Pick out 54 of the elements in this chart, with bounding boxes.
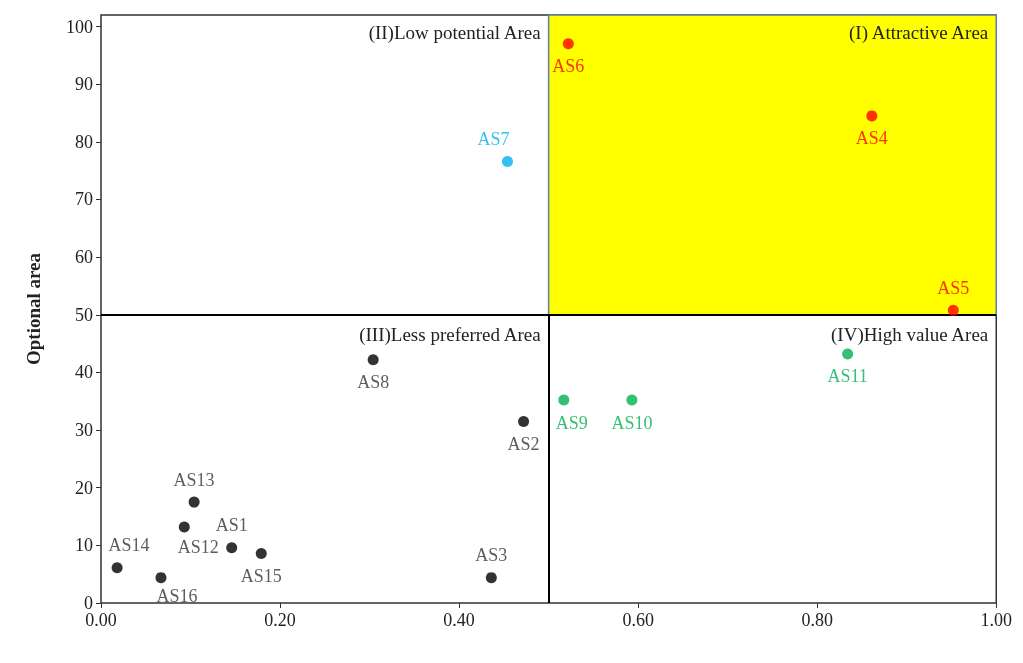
point bbox=[485, 572, 497, 584]
point bbox=[562, 38, 574, 50]
y-tick-label: 0 bbox=[84, 593, 93, 613]
x-tick-label: 1.00 bbox=[980, 610, 1012, 630]
data-label: AS16 bbox=[156, 586, 198, 607]
point bbox=[558, 394, 570, 406]
x-tick-label: 0.40 bbox=[443, 610, 475, 630]
y-tick-label: 100 bbox=[66, 16, 93, 37]
y-tick-label: 60 bbox=[75, 247, 93, 268]
point bbox=[367, 354, 379, 366]
data-label: AS12 bbox=[177, 537, 219, 558]
x-tick-label: 0.80 bbox=[801, 610, 833, 630]
data-label: AS5 bbox=[937, 277, 970, 298]
annotation: (I) Attractive Area bbox=[848, 22, 989, 44]
y-tick-label: 10 bbox=[75, 535, 93, 556]
point bbox=[226, 542, 238, 554]
data-label: AS7 bbox=[477, 128, 510, 149]
x-tick-label: 0.00 bbox=[85, 610, 117, 630]
data-label: AS13 bbox=[173, 469, 215, 490]
annotation: (IV)High value Area bbox=[831, 323, 989, 346]
data-label: AS11 bbox=[827, 366, 868, 387]
data-label: AS15 bbox=[240, 565, 282, 586]
point bbox=[842, 348, 854, 360]
data-label: AS14 bbox=[108, 535, 150, 556]
data-label: AS6 bbox=[552, 56, 585, 77]
point bbox=[501, 155, 513, 167]
point bbox=[188, 496, 200, 508]
data-label: AS10 bbox=[611, 412, 653, 433]
point bbox=[866, 110, 878, 122]
point bbox=[626, 394, 638, 406]
data-label: AS1 bbox=[215, 515, 248, 536]
y-tick-label: 80 bbox=[75, 131, 93, 152]
y-axis-title: Optional area bbox=[23, 252, 44, 366]
point bbox=[111, 562, 123, 574]
data-label: AS4 bbox=[855, 128, 888, 149]
y-tick-label: 40 bbox=[75, 362, 93, 383]
annotation: (III)Less preferred Area bbox=[359, 323, 542, 346]
y-tick-label: 70 bbox=[75, 189, 93, 210]
x-tick-label: 0.20 bbox=[264, 610, 296, 630]
y-tick-label: 50 bbox=[75, 304, 93, 325]
data-label: AS3 bbox=[475, 545, 508, 566]
point bbox=[947, 304, 959, 316]
data-label: AS9 bbox=[555, 412, 588, 433]
y-tick-label: 20 bbox=[75, 477, 93, 498]
data-label: AS8 bbox=[357, 372, 390, 393]
data-label: AS2 bbox=[507, 433, 540, 454]
point bbox=[255, 547, 267, 559]
x-tick-label: 0.60 bbox=[622, 610, 654, 630]
point bbox=[178, 521, 190, 533]
y-tick-label: 90 bbox=[75, 74, 93, 95]
point bbox=[155, 572, 167, 584]
y-tick-label: 30 bbox=[75, 420, 93, 441]
annotation: (II)Low potential Area bbox=[368, 22, 542, 44]
point bbox=[518, 415, 530, 427]
